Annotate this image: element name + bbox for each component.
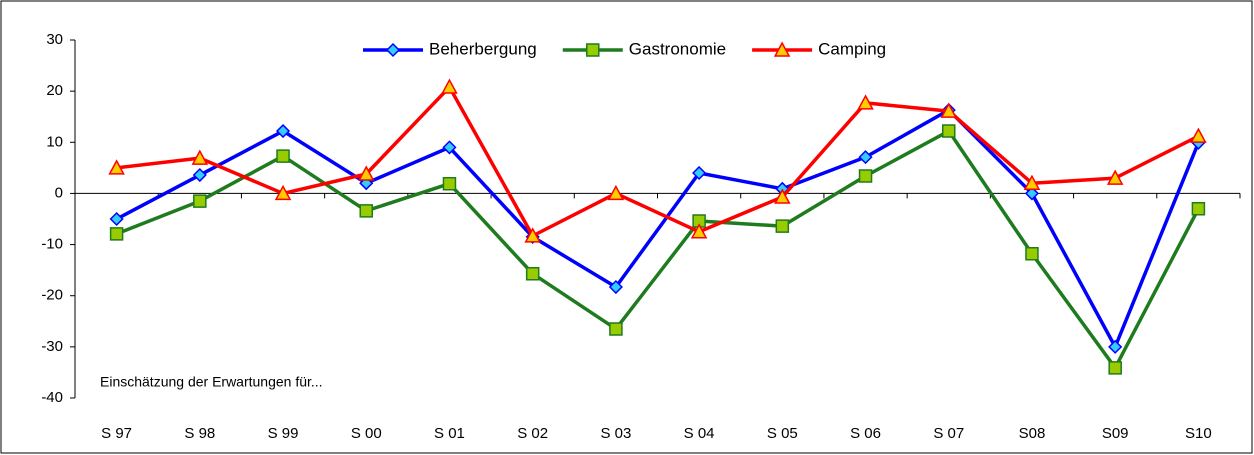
data-point [1024,186,1040,201]
x-tick-label: S 97 [101,425,132,442]
data-point [609,322,623,336]
legend-label: Camping [818,39,886,58]
data-point [858,169,873,183]
x-tick-label: S 01 [434,425,465,442]
data-point [942,124,956,138]
data-point [191,149,209,165]
data-point [442,176,457,191]
y-tick-label: -10 [41,236,63,253]
data-point [525,266,540,281]
x-tick-label: S 07 [933,425,964,442]
legend-marker [385,42,401,58]
data-point [1023,174,1041,190]
data-point [193,194,207,208]
x-tick-label: S 03 [600,425,631,442]
data-point [690,223,708,239]
data-point [442,140,457,155]
series-line [115,108,1201,349]
series-line [115,129,1200,370]
x-tick-label: S 00 [351,425,382,442]
x-tick-label: S10 [1185,425,1212,442]
y-tick-label: 10 [46,133,63,150]
data-point [359,204,373,218]
data-point [692,214,706,228]
data-point [940,102,958,118]
annotation: Einschätzung der Erwartungen für... [100,374,323,390]
legend-marker [773,41,791,57]
x-tick-label: S08 [1019,425,1046,442]
x-tick-label: S 04 [684,425,715,442]
data-point [1108,339,1123,354]
data-point [857,94,874,110]
y-tick-label: 20 [46,82,63,99]
data-point [441,78,458,94]
data-point [1106,169,1124,185]
data-point [109,211,124,227]
data-point [108,159,125,175]
data-point [357,165,375,181]
data-point [275,123,291,139]
data-point [608,279,623,295]
y-tick-label: -30 [41,338,63,355]
data-point [774,188,791,204]
data-point [192,167,207,183]
data-point [692,165,707,181]
data-point [775,219,790,233]
x-tick-label: S 05 [767,425,798,442]
x-tick-label: S 99 [268,425,299,442]
legend-label: Beherbergung [429,39,537,58]
data-point [1191,202,1206,216]
x-tick-label: S 02 [517,425,548,442]
data-point [1108,361,1122,375]
x-tick-label: S 98 [184,425,215,442]
data-point [276,149,290,163]
y-tick-label: 0 [55,184,63,201]
data-point [1025,247,1039,261]
data-point [858,150,873,165]
data-point [524,227,541,243]
data-point [109,227,124,241]
y-tick-label: 30 [46,31,63,48]
legend-label: Gastronomie [629,39,726,58]
data-point [1190,127,1207,143]
series-line [116,85,1200,238]
x-tick-label: S09 [1102,425,1129,442]
y-tick-label: -40 [41,389,63,406]
x-tick-label: S 06 [850,425,881,442]
data-point [274,184,292,201]
y-tick-label: -20 [41,287,63,304]
data-point [607,184,625,201]
legend-marker [586,43,600,57]
